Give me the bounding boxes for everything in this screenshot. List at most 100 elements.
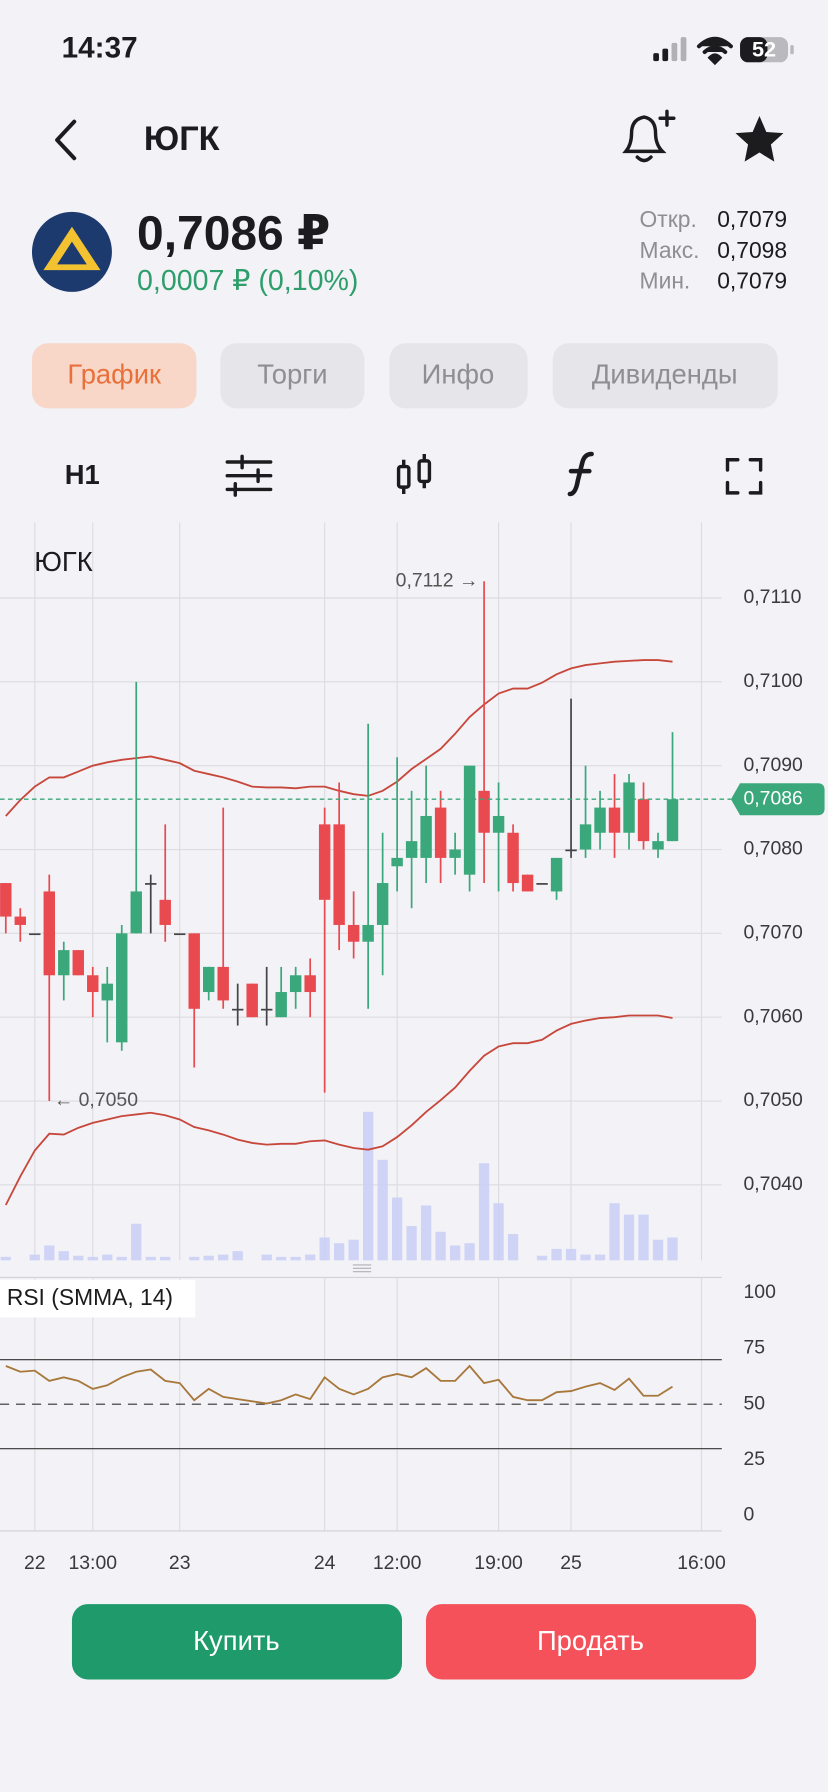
- volume-bar: [565, 1248, 577, 1261]
- volume-bar: [102, 1254, 113, 1261]
- indicators-button[interactable]: [567, 451, 594, 497]
- tab-label[interactable]: Торги: [257, 359, 327, 390]
- volume-bar: [478, 1163, 490, 1261]
- candle-body: [217, 966, 229, 1001]
- candle-body: [289, 975, 302, 993]
- y-tick-label: 0,7040: [743, 1173, 803, 1195]
- volume-bar: [348, 1239, 359, 1261]
- fullscreen-button[interactable]: [725, 458, 763, 495]
- back-button[interactable]: [55, 119, 77, 161]
- volume-bar: [73, 1255, 84, 1261]
- candle-body: [521, 874, 534, 892]
- buy-button[interactable]: [71, 1604, 403, 1680]
- volume-bar: [536, 1255, 548, 1261]
- candle-body: [14, 916, 27, 925]
- settings-button[interactable]: [225, 454, 273, 497]
- volume: [0, 1111, 678, 1261]
- volume-bar: [652, 1239, 664, 1261]
- volume-bar: [464, 1243, 475, 1261]
- candle-body: [362, 924, 374, 942]
- chart-type-button[interactable]: [396, 454, 432, 494]
- y-tick-label: 0,7090: [743, 754, 803, 776]
- signal-icon: [653, 37, 687, 62]
- battery-percent: 52: [752, 37, 776, 62]
- candle-body: [159, 899, 171, 925]
- tab[interactable]: [389, 343, 528, 409]
- volume-bar: [638, 1214, 649, 1261]
- alert-button[interactable]: [622, 109, 676, 163]
- candle-body: [536, 883, 548, 885]
- stat-label: Макс.: [640, 237, 700, 263]
- stat-value: 0,7079: [717, 206, 787, 232]
- candle-body: [565, 849, 577, 852]
- tab-label[interactable]: Инфо: [422, 359, 495, 390]
- company-logo-mark: [43, 226, 101, 271]
- candle-body: [231, 1008, 244, 1011]
- candle-body: [0, 883, 12, 917]
- nav-title: ЮГК: [144, 120, 220, 158]
- candle-body: [304, 975, 316, 993]
- volume-bar: [145, 1256, 156, 1261]
- volume-bar: [580, 1254, 591, 1261]
- x-tick-label: 24: [314, 1552, 336, 1574]
- volume-bar: [189, 1256, 200, 1261]
- volume-bar: [667, 1237, 678, 1261]
- volume-bar: [319, 1237, 330, 1261]
- tab[interactable]: [220, 343, 365, 409]
- y-tick-label: 0,7070: [743, 921, 803, 943]
- volume-bar: [406, 1226, 417, 1261]
- volume-bar: [594, 1254, 606, 1261]
- tab-label[interactable]: График: [67, 359, 162, 390]
- candles: [0, 581, 679, 1102]
- volume-bar: [116, 1256, 127, 1261]
- candle-body: [29, 933, 41, 936]
- annotation: 0,7112 →: [396, 569, 479, 591]
- rsi-title: RSI (SMMA, 14): [7, 1284, 173, 1310]
- buy-label[interactable]: Купить: [193, 1625, 280, 1656]
- volume-bar: [377, 1159, 388, 1261]
- volume-bar: [131, 1223, 142, 1261]
- volume-bar: [261, 1254, 272, 1261]
- interval-button[interactable]: H1: [65, 459, 100, 490]
- last-price-label: 0,7086: [743, 787, 802, 809]
- y-tick-label: 0,7060: [743, 1005, 803, 1027]
- x-tick-label: 25: [560, 1552, 582, 1574]
- tab-label[interactable]: Дивиденды: [592, 359, 738, 390]
- x-tick-label: 19:00: [474, 1552, 523, 1574]
- y-tick-label: 0: [743, 1504, 754, 1526]
- y-tick-label: 0,7110: [743, 586, 801, 608]
- annotation: ← 0,7050: [54, 1089, 138, 1111]
- candle-body: [202, 966, 215, 993]
- candle-body: [492, 815, 505, 833]
- x-tick-label: 22: [24, 1552, 46, 1574]
- candle-body: [260, 1008, 273, 1011]
- candle-body: [275, 992, 287, 1018]
- candle-body: [507, 832, 519, 884]
- volume-bar: [609, 1203, 620, 1261]
- candle-body: [376, 883, 389, 925]
- volume-bar: [363, 1111, 374, 1261]
- tab[interactable]: [552, 343, 778, 409]
- x-tick-label: 13:00: [68, 1552, 117, 1574]
- rsi-line: [5, 1364, 673, 1405]
- volume-bar: [493, 1203, 504, 1261]
- sell-button[interactable]: [425, 1604, 757, 1680]
- stat-label: Откр.: [640, 206, 697, 232]
- resize-handle[interactable]: [352, 1264, 372, 1273]
- candle-body: [58, 950, 70, 976]
- volume-bar: [0, 1256, 11, 1261]
- volume-bar: [420, 1205, 432, 1261]
- candle-body: [637, 799, 650, 842]
- volume-bar: [334, 1243, 345, 1261]
- sell-label[interactable]: Продать: [537, 1625, 644, 1656]
- candle-body: [449, 849, 461, 858]
- volume-bar: [305, 1254, 316, 1261]
- favorite-button[interactable]: [735, 115, 784, 162]
- candle-body: [666, 799, 679, 842]
- candle-body: [623, 782, 635, 833]
- wifi-icon: [696, 36, 733, 66]
- y-tick-label: 0,7050: [743, 1089, 803, 1111]
- volume-bar: [276, 1256, 287, 1261]
- tab[interactable]: [31, 343, 197, 409]
- candle-body: [478, 790, 490, 833]
